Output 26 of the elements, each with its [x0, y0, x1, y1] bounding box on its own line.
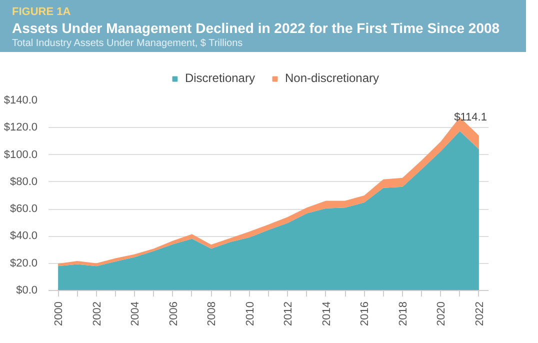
x-tick-label: 2010 [244, 301, 256, 326]
y-tick-label: $80.0 [10, 176, 38, 188]
x-tick-label: 2020 [436, 301, 448, 326]
x-tick-label: 2016 [359, 301, 372, 326]
legend-label: Discretionary [184, 71, 255, 85]
y-tick-label: $120.0 [4, 122, 38, 134]
y-tick-label: $40.0 [10, 230, 38, 242]
x-tick-label: 2006 [168, 301, 180, 326]
x-tick-label: 2002 [91, 301, 104, 326]
x-tick-label: 2022 [474, 301, 486, 326]
x-tick-label: 2014 [320, 301, 333, 326]
x-tick-label: 2000 [53, 301, 66, 326]
chart-title: Assets Under Management Declined in 2022 for the First Time Since 2008 [12, 19, 501, 37]
y-tick-label: $140.0 [4, 94, 38, 106]
y-tick-label: $0.0 [16, 284, 38, 296]
legend-label: Non-discretionary [284, 71, 380, 85]
x-tick-label: 2004 [130, 301, 142, 326]
x-tick-label: 2008 [206, 301, 218, 326]
y-tick-label: $100.0 [4, 148, 38, 161]
chart-subtitle: Total Industry Assets Under Management, $ Trillions [12, 37, 244, 51]
caption: FIGURE 1A [12, 6, 72, 19]
y-tick-label: $60.0 [10, 203, 38, 216]
x-tick-label: 2012 [282, 301, 295, 326]
annotation: $114.1 [454, 112, 487, 124]
x-tick-label: 2018 [397, 301, 410, 326]
y-tick-label: $20.0 [10, 257, 38, 270]
